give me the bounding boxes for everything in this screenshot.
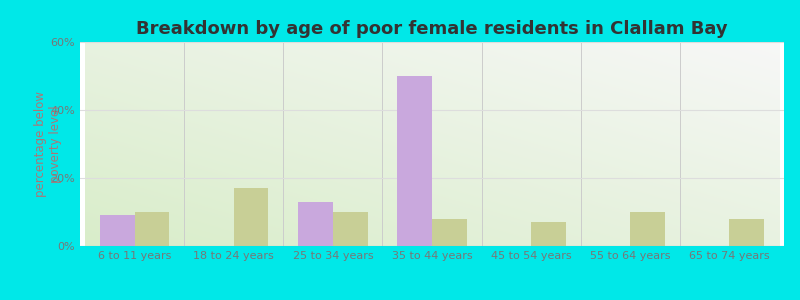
Bar <box>730 219 764 246</box>
Bar <box>134 212 170 246</box>
Bar <box>432 219 466 246</box>
Bar <box>630 212 665 246</box>
Bar <box>298 202 333 246</box>
Title: Breakdown by age of poor female residents in Clallam Bay: Breakdown by age of poor female resident… <box>136 20 728 38</box>
Bar <box>234 188 268 246</box>
Bar <box>531 222 566 246</box>
Bar <box>100 215 134 246</box>
Bar <box>333 212 367 246</box>
Y-axis label: percentage below
poverty level: percentage below poverty level <box>34 91 62 197</box>
Bar <box>398 76 432 246</box>
